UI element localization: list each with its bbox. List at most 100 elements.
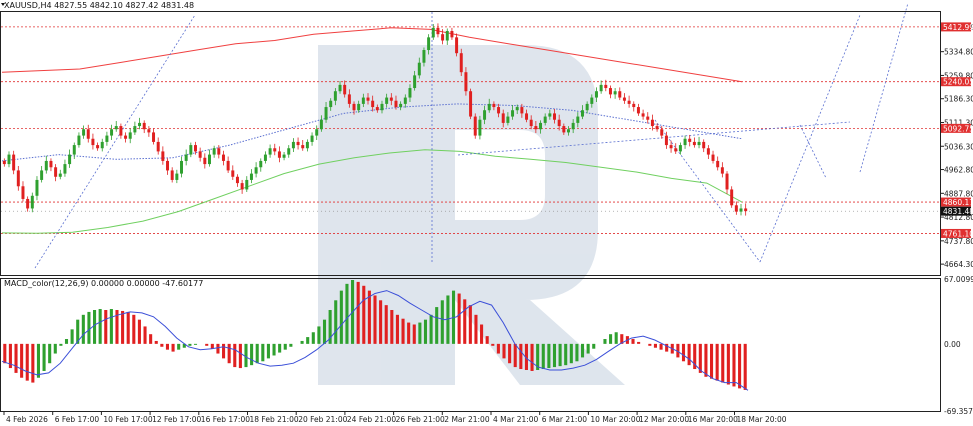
- candle-body: [156, 141, 160, 152]
- level-label: 5412.99: [943, 23, 973, 32]
- candle-body: [68, 154, 72, 165]
- candle-body: [277, 151, 281, 158]
- forecast-line: [759, 14, 861, 263]
- forecast-line: [34, 14, 196, 269]
- candle-body: [315, 129, 319, 136]
- levels-layer: [1, 26, 940, 234]
- candle-body: [413, 75, 417, 89]
- price-tick-label: 5259.80: [944, 71, 973, 80]
- candle-body: [408, 88, 412, 98]
- candle-body: [515, 107, 519, 111]
- candle-body: [646, 116, 650, 120]
- candle-body: [548, 113, 552, 117]
- candle-body: [240, 183, 244, 190]
- time-tick-label: 4 Feb 2026: [6, 415, 48, 424]
- time-tick-label: 26 Feb 21:00: [396, 415, 445, 424]
- candle-body: [459, 53, 463, 73]
- candle-body: [249, 173, 253, 180]
- candle-body: [520, 107, 524, 114]
- candle-body: [231, 170, 235, 177]
- candle-body: [352, 103, 356, 111]
- candle-body: [455, 37, 459, 54]
- price-tick-label: 5334.80: [944, 48, 973, 57]
- time-tick-label: 18 Feb 21:00: [250, 415, 299, 424]
- candle-body: [301, 145, 305, 149]
- symbol-header: XAUUSD,H4 4827.55 4842.10 4827.42 4831.4…: [4, 1, 194, 10]
- candle-body: [441, 34, 445, 41]
- candle-body: [259, 160, 263, 168]
- price-tick-label: 4812.80: [944, 213, 973, 222]
- time-tick-label: 18 Mar 20:00: [737, 415, 787, 424]
- candle-body: [571, 122, 575, 130]
- level-label: 4860.17: [943, 198, 973, 207]
- candle-body: [436, 27, 440, 35]
- candle-body: [235, 176, 239, 184]
- candle-body: [63, 164, 67, 174]
- candle-body: [319, 119, 323, 130]
- candle-body: [720, 167, 724, 174]
- candle-body: [77, 135, 81, 146]
- candle-body: [291, 141, 295, 149]
- macd-signal-line: [1, 290, 749, 391]
- candle-body: [184, 154, 188, 161]
- candle-body: [296, 141, 300, 146]
- level-label: 5092.75: [943, 124, 973, 133]
- candle-body: [483, 110, 487, 120]
- current-price-tag: [941, 206, 971, 216]
- candle-body: [501, 113, 505, 123]
- macd-layer: [1, 279, 749, 391]
- candle-body: [557, 119, 561, 127]
- candle-body: [180, 160, 183, 174]
- candle-body: [608, 88, 612, 95]
- candle-body: [82, 129, 86, 136]
- candle-body: [26, 198, 30, 209]
- candle-body: [688, 138, 692, 142]
- macd-tick-label: -69.35786: [944, 407, 973, 416]
- candle-body: [40, 170, 44, 180]
- candle-body: [329, 100, 333, 108]
- candle-body: [562, 126, 566, 133]
- candle-body: [305, 141, 309, 149]
- ma-green-line: [1, 149, 743, 234]
- forecast-line: [654, 119, 761, 263]
- candle-body: [511, 110, 515, 117]
- candle-body: [175, 173, 179, 180]
- candle-body: [394, 100, 398, 108]
- ma-red-line: [1, 27, 743, 83]
- price-tick-label: 4664.30: [944, 260, 973, 269]
- candle-body: [469, 91, 473, 117]
- price-tick-label: 5186.30: [944, 95, 973, 104]
- candle-body: [86, 129, 90, 139]
- candle-body: [525, 113, 529, 120]
- forecast-line: [799, 124, 827, 179]
- candle-body: [725, 173, 729, 190]
- price-tick-label: 5036.30: [944, 142, 973, 151]
- candle-body: [105, 135, 109, 142]
- candle-body: [389, 97, 393, 101]
- candle-body: [268, 148, 272, 155]
- candles-layer: [2, 23, 748, 216]
- candle-body: [445, 31, 449, 41]
- candle-body: [49, 160, 53, 168]
- header-triangle-icon[interactable]: [1, 3, 5, 6]
- level-label: 5240.05: [943, 78, 973, 87]
- candle-body: [44, 160, 48, 171]
- macd-tick-label: 67.00997: [944, 275, 973, 284]
- candle-body: [72, 145, 76, 155]
- time-tick-label: 16 Feb 17:00: [201, 415, 250, 424]
- candle-body: [375, 107, 379, 111]
- candle-body: [399, 103, 403, 108]
- candle-body: [198, 151, 202, 158]
- time-tick-label: 24 Feb 21:00: [347, 415, 396, 424]
- candle-body: [371, 100, 375, 108]
- candle-body: [124, 135, 128, 139]
- candle-body: [590, 97, 594, 104]
- level-tag: [941, 77, 971, 87]
- axes-layer: 5412.99 5334.80 5259.80 5186.30 5111.30 5036.…: [3, 22, 973, 424]
- candle-body: [273, 148, 277, 152]
- ma-dotted-line: [1, 103, 743, 162]
- candle-body: [553, 113, 556, 120]
- level-tag: [941, 228, 971, 238]
- candle-body: [245, 179, 249, 190]
- candle-body: [161, 151, 165, 161]
